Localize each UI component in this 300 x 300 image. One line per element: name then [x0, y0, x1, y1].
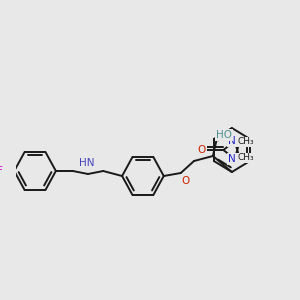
Text: N: N [228, 154, 236, 164]
Text: F: F [0, 166, 3, 176]
Text: CH₃: CH₃ [238, 137, 254, 146]
Text: CH₃: CH₃ [238, 154, 254, 163]
Text: O: O [182, 176, 190, 186]
Text: O: O [197, 145, 206, 155]
Text: HO: HO [216, 130, 232, 140]
Text: HN: HN [79, 158, 95, 168]
Text: N: N [228, 136, 236, 146]
